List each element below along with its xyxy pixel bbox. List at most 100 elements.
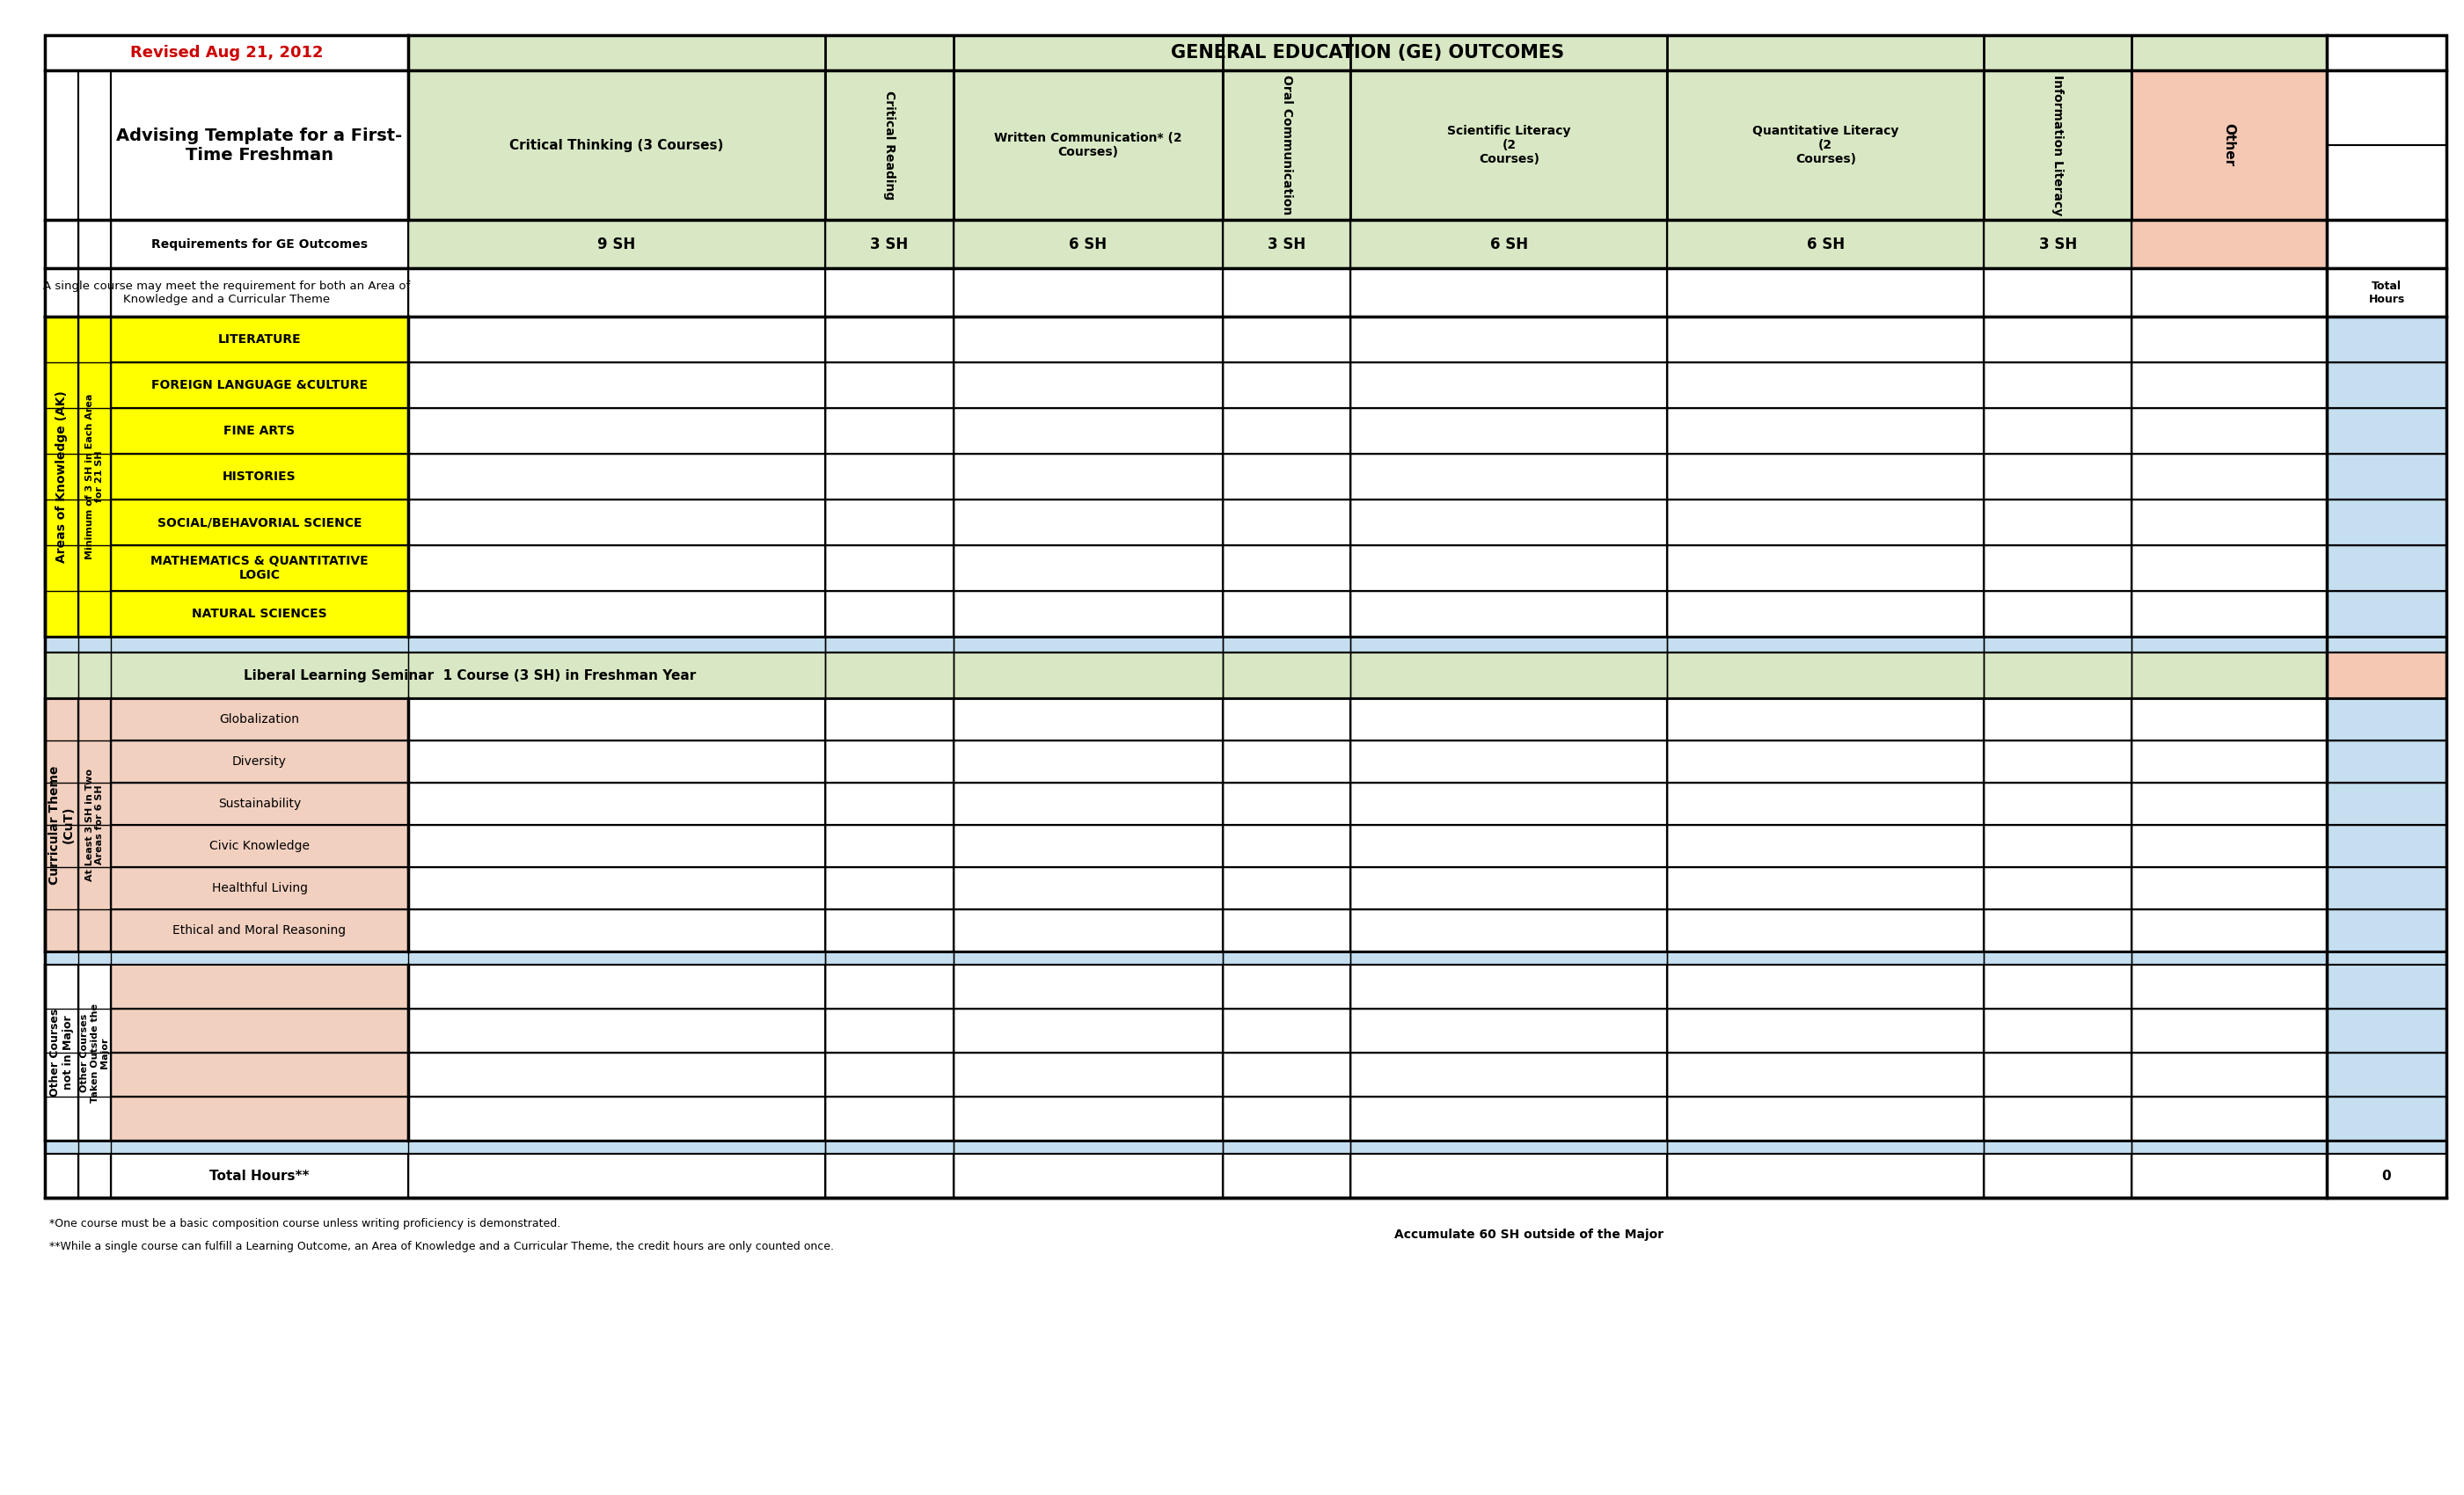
- Text: Healthful Living: Healthful Living: [212, 882, 308, 894]
- Text: Requirements for GE Outcomes: Requirements for GE Outcomes: [150, 238, 367, 250]
- Text: 6 SH: 6 SH: [1491, 236, 1528, 253]
- Bar: [1350, 1154, 1668, 1197]
- Text: Other Courses
Taken Outside the
Major: Other Courses Taken Outside the Major: [81, 1003, 108, 1102]
- Bar: [111, 1052, 409, 1097]
- Bar: [1984, 1052, 2131, 1097]
- Bar: [1668, 454, 1984, 499]
- Bar: [1984, 783, 2131, 825]
- Bar: [1984, 362, 2131, 408]
- Bar: [954, 698, 1222, 740]
- Bar: [1668, 362, 1984, 408]
- Bar: [1984, 591, 2131, 637]
- Bar: [954, 652, 1222, 698]
- Bar: [825, 591, 954, 637]
- Bar: [1984, 825, 2131, 867]
- Bar: [2326, 317, 2447, 362]
- Bar: [954, 362, 1222, 408]
- Bar: [111, 220, 409, 268]
- Bar: [825, 362, 954, 408]
- Bar: [44, 317, 79, 637]
- Bar: [2326, 220, 2447, 268]
- Bar: [409, 454, 825, 499]
- Bar: [2131, 652, 2326, 698]
- Bar: [44, 698, 79, 951]
- Bar: [2326, 825, 2447, 867]
- Bar: [2326, 268, 2447, 317]
- Bar: [825, 1009, 954, 1052]
- Bar: [1984, 909, 2131, 951]
- Bar: [111, 964, 409, 1009]
- Bar: [111, 499, 409, 546]
- Bar: [954, 546, 1222, 591]
- Bar: [1984, 70, 2131, 220]
- Bar: [111, 317, 409, 362]
- Bar: [111, 1141, 409, 1154]
- Bar: [111, 1009, 409, 1052]
- Bar: [2131, 867, 2326, 909]
- Bar: [1350, 454, 1668, 499]
- Bar: [1350, 317, 1668, 362]
- Bar: [1984, 317, 2131, 362]
- Bar: [111, 1154, 409, 1197]
- Bar: [954, 268, 1222, 317]
- Bar: [44, 220, 79, 268]
- Bar: [1222, 909, 1350, 951]
- Bar: [409, 951, 825, 964]
- Bar: [1668, 783, 1984, 825]
- Bar: [44, 652, 79, 698]
- Bar: [409, 317, 825, 362]
- Bar: [44, 1154, 79, 1197]
- Text: Curricular Theme
(CuT): Curricular Theme (CuT): [49, 765, 74, 885]
- Bar: [825, 1154, 954, 1197]
- Bar: [2326, 909, 2447, 951]
- Bar: [825, 637, 954, 652]
- Text: HISTORIES: HISTORIES: [222, 471, 296, 483]
- Bar: [1984, 1141, 2131, 1154]
- Bar: [2326, 1154, 2447, 1197]
- Bar: [409, 637, 825, 652]
- Bar: [1668, 546, 1984, 591]
- Bar: [1222, 698, 1350, 740]
- Bar: [409, 783, 825, 825]
- Bar: [2326, 362, 2447, 408]
- Bar: [2131, 220, 2326, 268]
- Text: Sustainability: Sustainability: [219, 798, 301, 810]
- Bar: [1668, 909, 1984, 951]
- Bar: [2131, 1052, 2326, 1097]
- Text: Diversity: Diversity: [232, 755, 286, 768]
- Bar: [409, 1009, 825, 1052]
- Bar: [954, 1009, 1222, 1052]
- Bar: [2326, 36, 2447, 70]
- Bar: [44, 36, 2447, 220]
- Bar: [409, 546, 825, 591]
- Bar: [111, 909, 409, 951]
- Bar: [44, 964, 79, 1141]
- Bar: [44, 268, 79, 317]
- Bar: [1668, 1141, 1984, 1154]
- Bar: [1222, 740, 1350, 783]
- Bar: [79, 70, 111, 220]
- Bar: [1350, 408, 1668, 454]
- Text: 3 SH: 3 SH: [2038, 236, 2077, 253]
- Bar: [1222, 591, 1350, 637]
- Bar: [825, 951, 954, 964]
- Bar: [1668, 637, 1984, 652]
- Bar: [1222, 964, 1350, 1009]
- Bar: [1984, 1154, 2131, 1197]
- Bar: [954, 408, 1222, 454]
- Bar: [825, 546, 954, 591]
- Bar: [111, 70, 409, 220]
- Bar: [79, 1154, 111, 1197]
- Text: Critical Thinking (3 Courses): Critical Thinking (3 Courses): [510, 139, 724, 151]
- Text: NATURAL SCIENCES: NATURAL SCIENCES: [192, 607, 328, 620]
- Bar: [44, 268, 2447, 317]
- Bar: [1350, 698, 1668, 740]
- Bar: [1668, 1154, 1984, 1197]
- Bar: [79, 1141, 111, 1154]
- Bar: [409, 1097, 825, 1141]
- Text: Liberal Learning Seminar  1 Course (3 SH) in Freshman Year: Liberal Learning Seminar 1 Course (3 SH)…: [244, 668, 695, 682]
- Bar: [1222, 652, 1350, 698]
- Bar: [2326, 499, 2447, 546]
- Bar: [2131, 268, 2326, 317]
- Bar: [954, 909, 1222, 951]
